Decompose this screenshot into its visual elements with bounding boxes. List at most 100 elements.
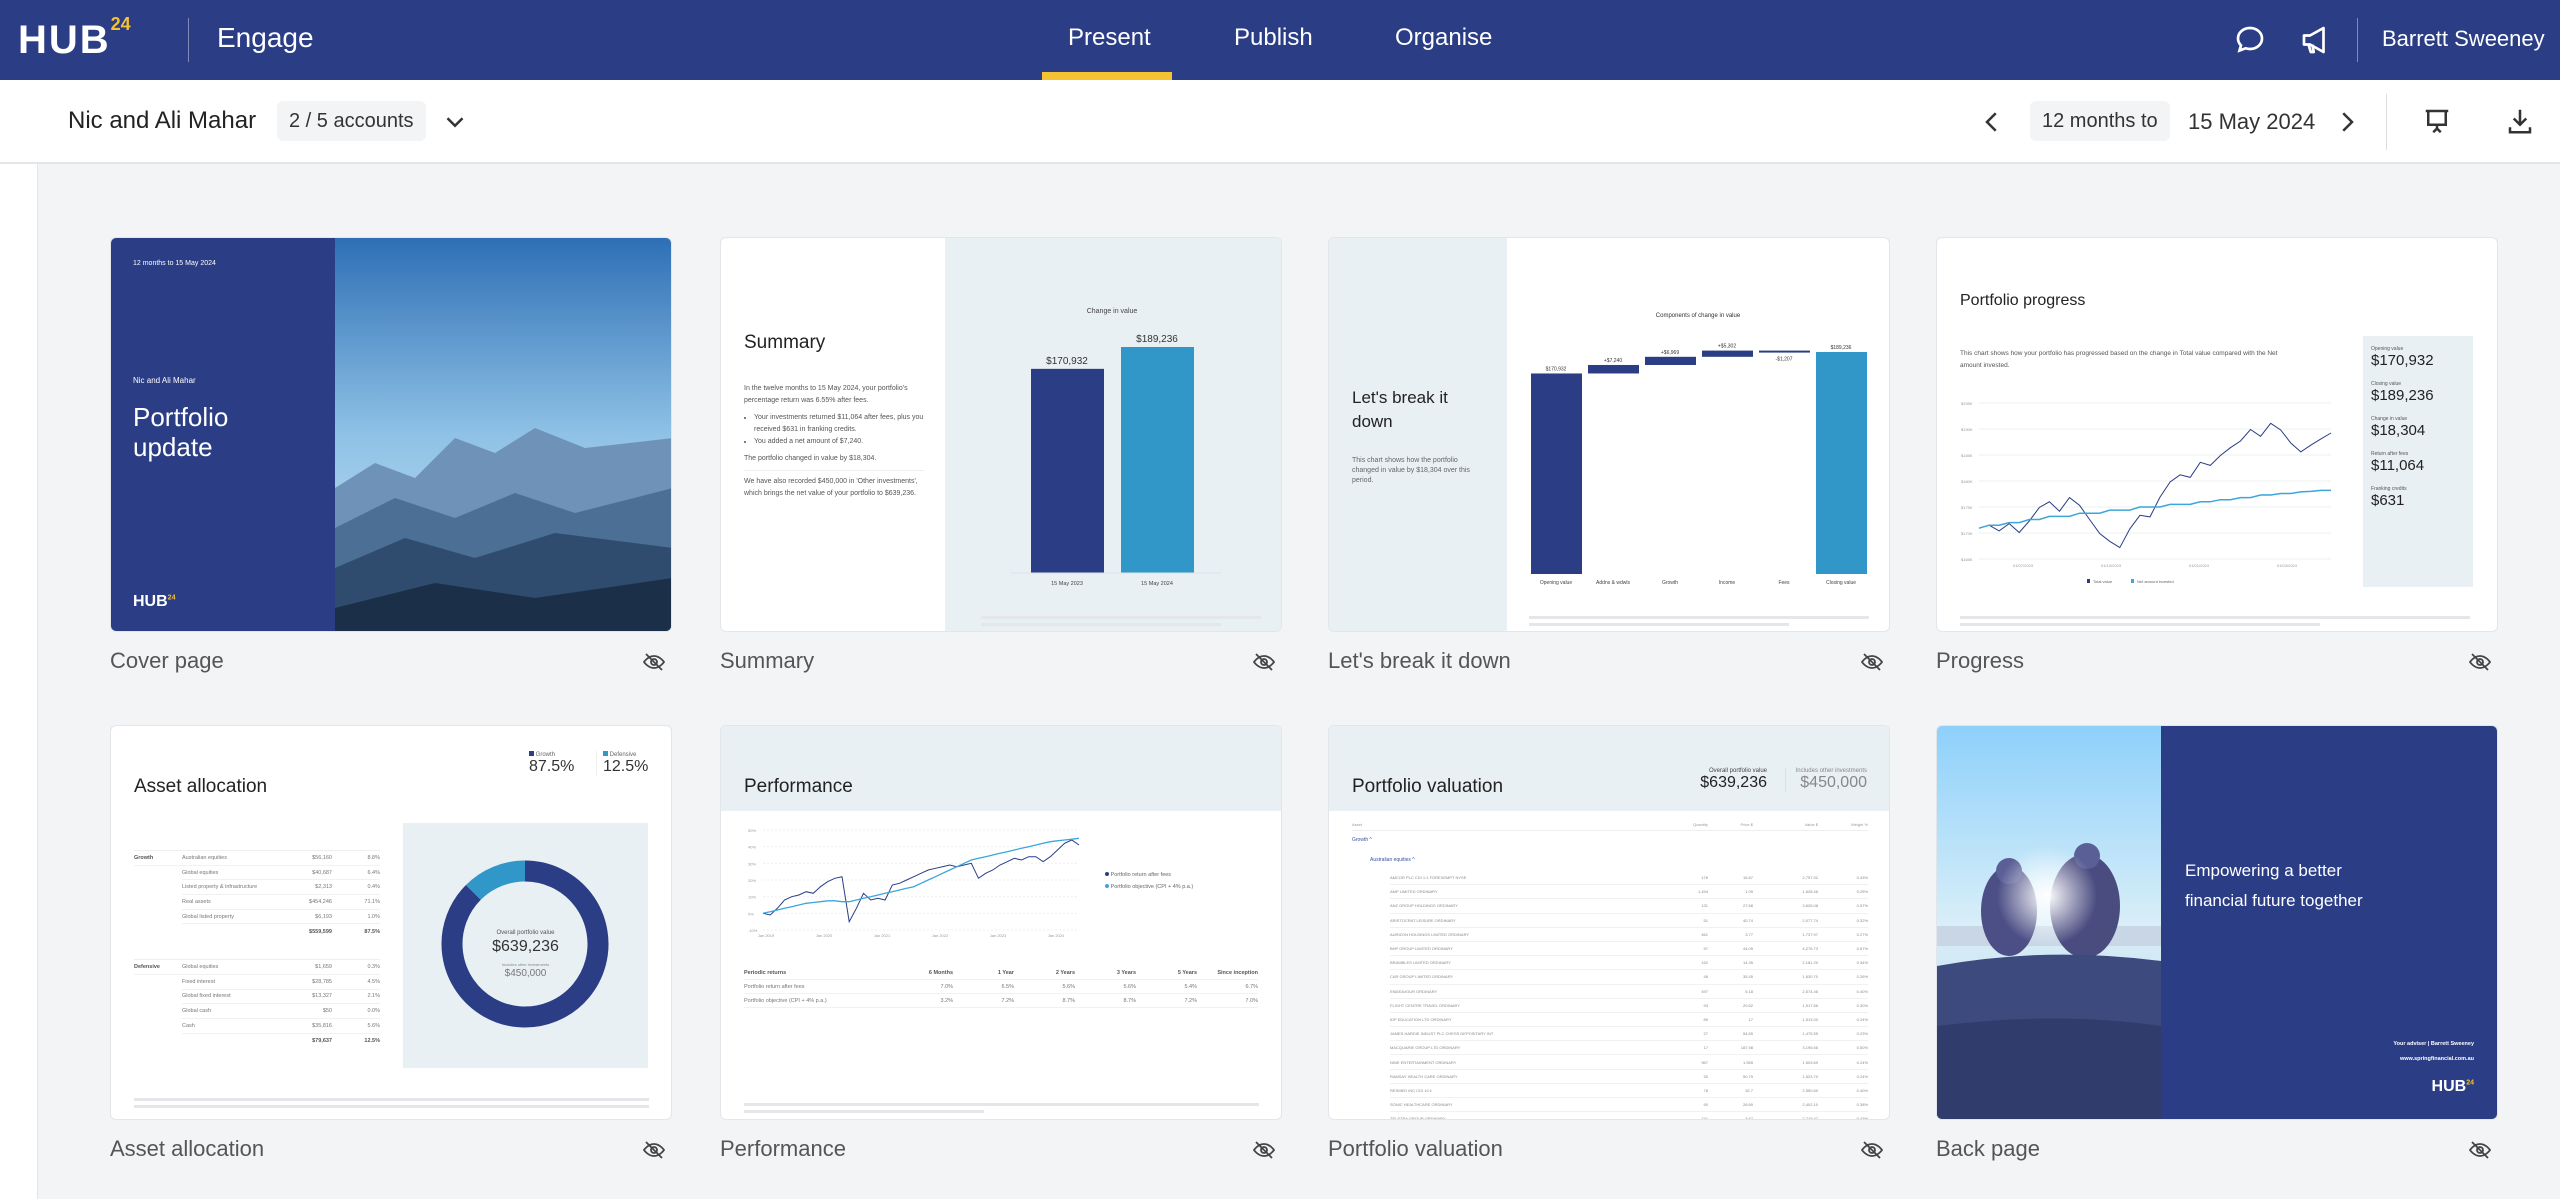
stat-item: Opening value $170,932	[2371, 346, 2465, 369]
present-icon[interactable]	[2422, 106, 2452, 136]
periodic-returns-table: Periodic returns 6 Months 1 Year 2 Years 3 Y…	[744, 966, 1258, 1008]
price: 1.555	[1742, 1059, 1753, 1065]
total-value: $559,599	[309, 928, 332, 935]
series-line	[762, 839, 1080, 924]
value: $56,160	[312, 854, 332, 861]
eye-slash-icon[interactable]	[642, 1138, 666, 1162]
quantity: 46	[1703, 974, 1708, 980]
slide-back-page[interactable]: Empowering a better financial future toge…	[1936, 725, 2498, 1120]
weight: 0.43%	[1856, 1116, 1868, 1120]
x-tick-label: Jan 2019	[758, 933, 775, 938]
slide-label: Summary	[720, 648, 815, 673]
other-investments: Includes other investments $450,000	[1784, 768, 1867, 792]
accounts-badge[interactable]: 2 / 5 accounts	[277, 101, 426, 141]
top-navigation-bar: HUB24 Engage Present Publish Organise Ba…	[0, 0, 2560, 80]
cell: 3.2%	[940, 997, 953, 1004]
cell: 6.5%	[1001, 983, 1014, 990]
asset-name: MACQUARIE GROUP LTD ORDINARY	[1390, 1045, 1461, 1051]
total-row: $79,637 12.5%	[182, 1034, 380, 1049]
quantity: 93	[1703, 1002, 1708, 1008]
group-toggle[interactable]: Growth ^	[1352, 837, 1372, 843]
price: 44.09	[1742, 946, 1753, 952]
eye-slash-icon[interactable]	[1860, 650, 1884, 674]
chevron-left-icon[interactable]	[1977, 107, 2007, 137]
price: 3.67	[1745, 1116, 1753, 1120]
megaphone-icon[interactable]	[2298, 22, 2334, 58]
percent: 5.6%	[367, 1022, 380, 1029]
quantity: 17	[1703, 1045, 1708, 1051]
weight: 0.27%	[1856, 931, 1868, 937]
table-row: NINE ENTERTAINMENT ORDINARY 967 1.555 1,503…	[1390, 1055, 1868, 1070]
stat-item: Closing value $189,236	[2371, 381, 2465, 404]
chat-icon[interactable]	[2232, 22, 2268, 58]
table-row: SONIC HEALTHCARE ORDINARY 90 26.69 2,402.10…	[1390, 1098, 1868, 1113]
table-row: ANZ GROUP HOLDINGS ORDINARY 131 27.68 3,626…	[1390, 899, 1868, 914]
table-row: AURIZON HOLDINGS LIMITED ORDINARY 461 3.77…	[1390, 928, 1868, 942]
tab-organise[interactable]: Organise	[1395, 24, 1493, 51]
table-row: AMP LIMITED ORDINARY 1,494 1.09 1,628.46 0.2…	[1390, 885, 1868, 900]
footnote	[744, 1110, 984, 1113]
slide-cover-page[interactable]: 12 months to 15 May 2024 Nic and Ali Mah…	[110, 237, 672, 632]
eye-slash-icon[interactable]	[1252, 650, 1276, 674]
cell: 3 Years	[1116, 969, 1136, 976]
percent: 71.1%	[364, 898, 380, 905]
subgroup-toggle[interactable]: Australian equities ^	[1370, 857, 1415, 863]
table-row: Real assets $454,246 71.1%	[182, 895, 380, 910]
chevron-right-icon[interactable]	[2332, 107, 2362, 137]
value: 2,757.92	[1802, 875, 1818, 881]
legend-label: Total value	[2093, 579, 2113, 584]
chevron-down-icon[interactable]	[440, 107, 470, 137]
donut-chart	[441, 860, 609, 1028]
eye-slash-icon[interactable]	[1252, 1138, 1276, 1162]
chart-panel	[945, 238, 1281, 631]
y-tick-label: $165K	[1961, 557, 1973, 562]
value: $13,327	[312, 993, 332, 1000]
value: $6,193	[315, 913, 332, 920]
slide-lets-break-it-down[interactable]: Let's break it down This chart shows how…	[1328, 237, 1890, 632]
row-label: Periodic returns	[744, 969, 787, 976]
slide-title: Let's break it down	[1352, 388, 1448, 431]
donut-label: Overall portfolio value	[496, 930, 555, 936]
x-tick-label: 01/04/2024	[2277, 563, 2298, 568]
user-menu[interactable]: Barrett Sweeney	[2382, 26, 2545, 51]
divider	[188, 18, 189, 62]
table-row: CAR GROUP LIMITED ORDINARY 46 35.45 1,630.7…	[1390, 970, 1868, 985]
value: 3,626.08	[1802, 903, 1818, 909]
cover-period: 12 months to 15 May 2024	[133, 260, 216, 267]
slide-performance[interactable]: Performance 50% 40% 30% 20% 10% 0% -10% Jan 201…	[720, 725, 1282, 1120]
slide-label: Performance	[720, 1136, 846, 1161]
eye-slash-icon[interactable]	[2468, 650, 2492, 674]
other-investments-value: $450,000	[504, 968, 547, 979]
period-badge[interactable]: 12 months to	[2030, 101, 2170, 141]
asset-class: Global equities	[182, 869, 219, 876]
table-row: Fixed interest $28,785 4.5%	[182, 975, 380, 990]
slide-portfolio-valuation[interactable]: Portfolio valuation Overall portfolio va…	[1328, 725, 1890, 1120]
slide-asset-allocation[interactable]: Asset allocation Growth 87.5% Defensive …	[110, 725, 672, 1120]
slide-summary[interactable]: Summary In the twelve months to 15 May 2…	[720, 237, 1282, 632]
tab-publish[interactable]: Publish	[1234, 24, 1313, 51]
value: 1,503.69	[1802, 1059, 1818, 1065]
stat-label: Closing value	[2371, 381, 2402, 387]
eye-slash-icon[interactable]	[1860, 1138, 1884, 1162]
value: 1,628.46	[1802, 889, 1818, 895]
waterfall-chart: Components of change in value $170,932 Ope…	[1531, 313, 1867, 586]
download-icon[interactable]	[2505, 106, 2535, 136]
waterfall-bar	[1531, 373, 1582, 574]
eye-slash-icon[interactable]	[642, 650, 666, 674]
tab-present[interactable]: Present	[1068, 24, 1151, 51]
bar-value-label: $189,236	[1136, 334, 1178, 345]
client-name: Nic and Ali Mahar	[68, 107, 257, 134]
value: $40,687	[312, 869, 332, 876]
table-row: RESMED INC CDI 10:1 78 32.7 2,550.60 0.40%	[1390, 1084, 1868, 1098]
divider	[2357, 18, 2358, 62]
slide-progress[interactable]: Portfolio progress This chart shows how …	[1936, 237, 2498, 632]
table-row: IDP EDUCATION LTD ORDINARY 89 17 1,513.00 0.…	[1390, 1013, 1868, 1028]
period-end-date[interactable]: 15 May 2024	[2188, 109, 2316, 134]
x-tick-label: 01/10/2023	[2101, 563, 2122, 568]
hub24-logo[interactable]: HUB24	[18, 14, 131, 63]
eye-slash-icon[interactable]	[2468, 1138, 2492, 1162]
adviser-name: Your adviser | Barrett Sweeney	[2393, 1041, 2474, 1047]
column-header: Asset	[1352, 822, 1363, 827]
value: $50	[322, 1008, 332, 1015]
cell: 5.6%	[1123, 983, 1136, 990]
